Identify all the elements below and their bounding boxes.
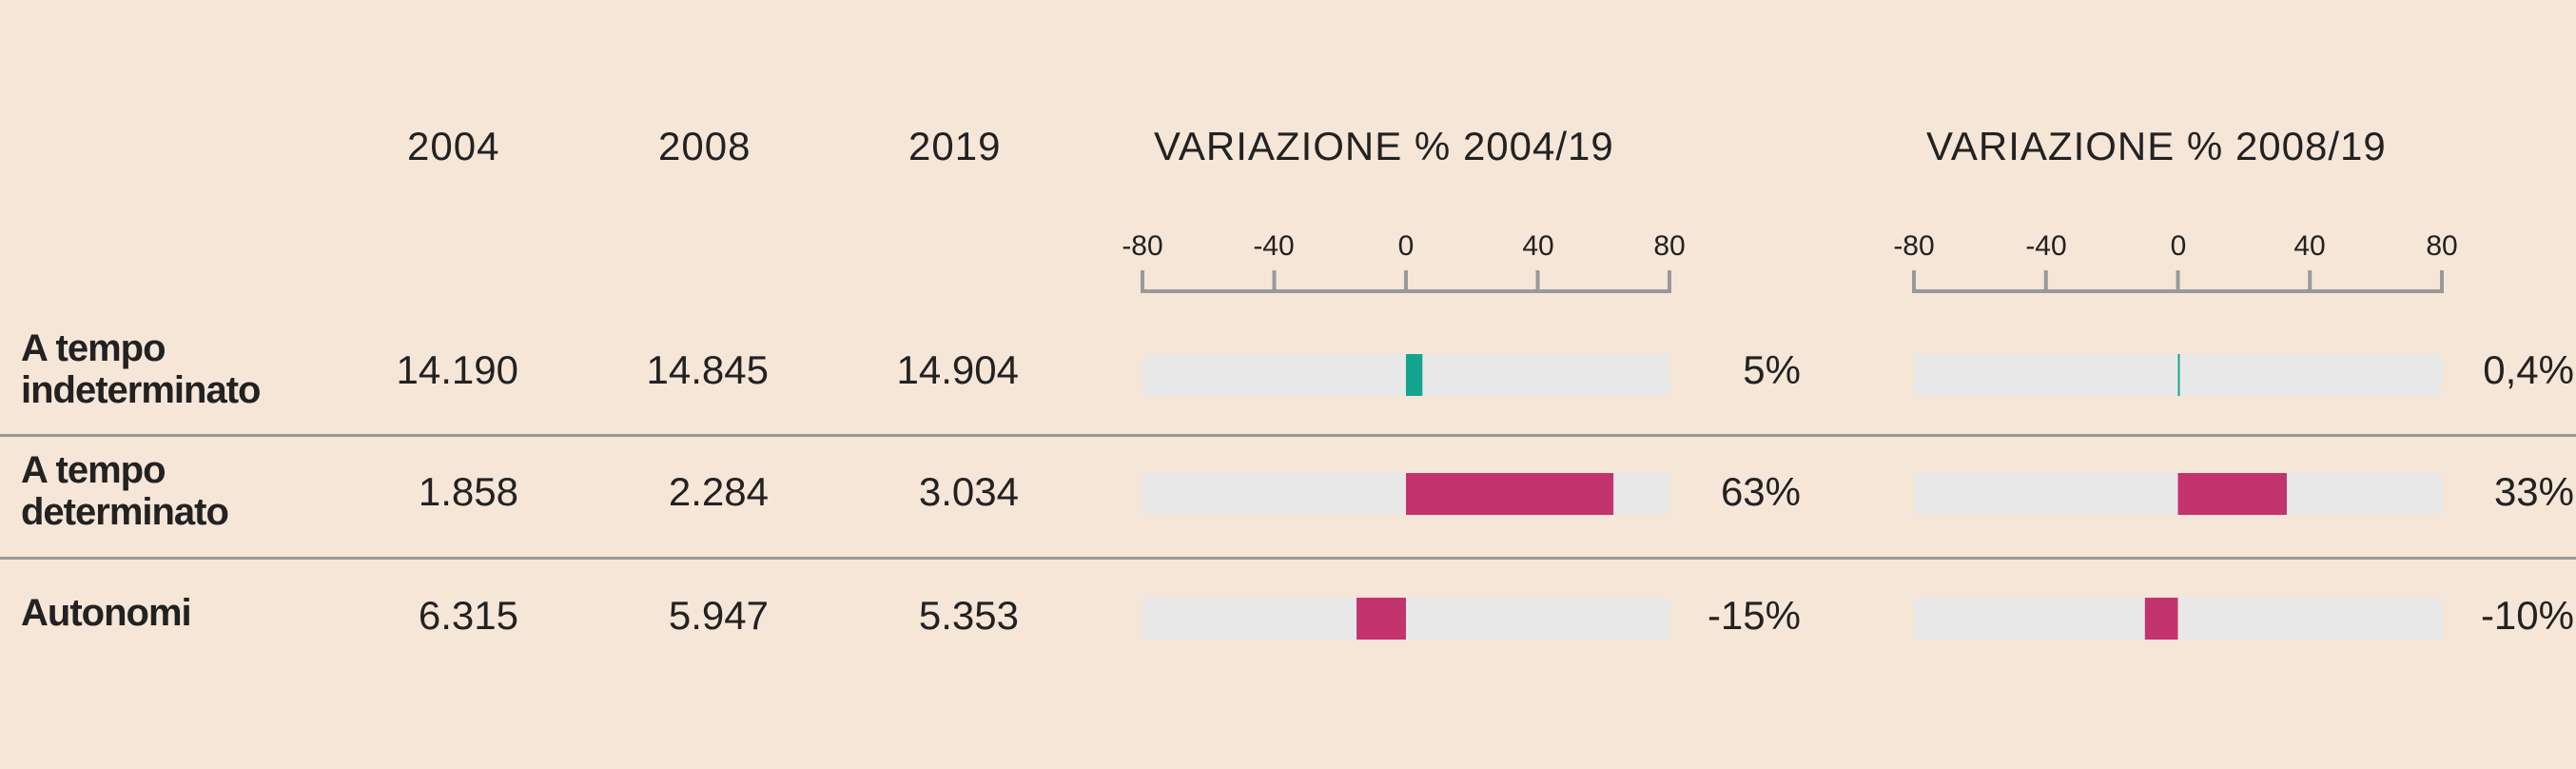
row-label-line: A tempo: [21, 449, 166, 491]
row-label-determinato: A tempo determinato: [21, 449, 229, 533]
panel1-bar: [1406, 473, 1614, 515]
value-cell: 3.034: [918, 469, 1019, 514]
panel2-bar: [2177, 354, 2180, 396]
variation-label: 0,4%: [2483, 347, 2574, 392]
panel1-bar: [1356, 598, 1406, 640]
col-header-2008: 2008: [658, 124, 751, 168]
row-label-line: indeterminato: [21, 369, 261, 411]
axis2-tick-label: 80: [2426, 230, 2458, 262]
row-label-line: A tempo: [21, 327, 166, 369]
panel1-bar: [1406, 354, 1423, 396]
row-divider: [0, 434, 2576, 437]
row-divider: [0, 557, 2576, 560]
row-label-line: Autonomi: [21, 592, 192, 634]
variation-label: -10%: [2480, 593, 2574, 638]
value-cell: 14.845: [646, 347, 769, 392]
variation-label: -15%: [1707, 593, 1801, 638]
variation-label: 33%: [2493, 469, 2574, 514]
row-label-autonomi: Autonomi: [21, 592, 192, 634]
panel2-bar: [2144, 598, 2178, 640]
col-header-variation-2004-19: VARIAZIONE % 2004/19: [1154, 124, 1614, 168]
axis2-tick-label: -80: [1893, 230, 1935, 262]
col-header-2004: 2004: [407, 124, 500, 168]
row-label-line: determinato: [21, 491, 229, 533]
axis1-tick-label: 40: [1522, 230, 1554, 262]
col-header-2019: 2019: [908, 124, 1002, 168]
axis2-tick-label: 40: [2293, 230, 2326, 262]
value-cell: 5.353: [918, 593, 1019, 638]
variation-label: 63%: [1720, 469, 1801, 514]
axis1-tick-label: -40: [1253, 230, 1295, 262]
axis2-tick-label: 0: [2170, 230, 2187, 262]
value-cell: 6.315: [418, 593, 518, 638]
axis1-tick-label: 0: [1397, 230, 1415, 262]
variation-label: 5%: [1743, 347, 1801, 392]
panel2-bar: [2177, 473, 2287, 515]
value-cell: 1.858: [418, 469, 518, 514]
value-cell: 5.947: [668, 593, 769, 638]
value-cell: 2.284: [668, 469, 769, 514]
value-cell: 14.190: [396, 347, 518, 392]
axis1-tick-label: 80: [1653, 230, 1686, 262]
row-label-indeterminato: A tempo indeterminato: [21, 327, 261, 411]
axis1-tick-label: -80: [1122, 230, 1163, 262]
col-header-variation-2008-19: VARIAZIONE % 2008/19: [1926, 124, 2387, 168]
axis2-tick-label: -40: [2025, 230, 2067, 262]
value-cell: 14.904: [896, 347, 1019, 392]
